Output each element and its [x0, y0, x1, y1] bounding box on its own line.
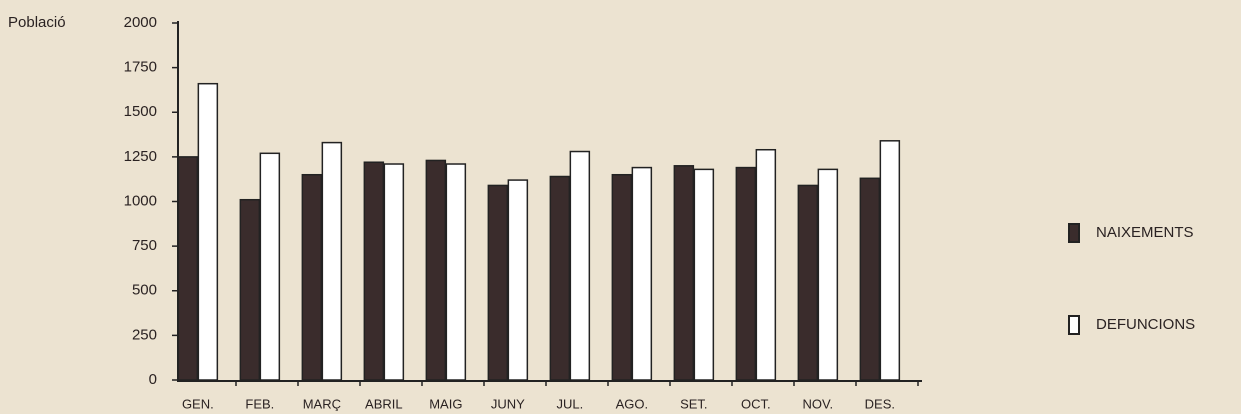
- x-tick-label: NOV.: [803, 396, 834, 411]
- x-tick-label: JUL.: [556, 396, 583, 411]
- x-tick-label: GEN.: [182, 396, 214, 411]
- x-tick-label: OCT.: [741, 396, 771, 411]
- bar: [507, 179, 529, 381]
- bar: [817, 168, 839, 381]
- bar: [569, 150, 591, 381]
- bar: [797, 184, 819, 381]
- y-tick-label: 1250: [124, 148, 157, 165]
- y-tick-label: 1750: [124, 59, 157, 76]
- legend-swatch: [1068, 223, 1080, 243]
- y-tick-label: 2000: [124, 14, 157, 31]
- bar: [177, 156, 199, 381]
- x-tick-label: SET.: [680, 396, 707, 411]
- bar: [383, 163, 405, 381]
- y-tick-label: 750: [132, 237, 157, 254]
- x-tick-label: MAIG: [429, 396, 462, 411]
- bar: [879, 140, 901, 381]
- x-tick-label: AGO.: [616, 396, 649, 411]
- y-tick-label: 1500: [124, 103, 157, 120]
- y-tick-label: 1000: [124, 192, 157, 209]
- bar: [611, 173, 633, 381]
- x-tick-label: ABRIL: [365, 396, 403, 411]
- bar: [301, 173, 323, 381]
- bar: [239, 198, 261, 381]
- bar: [259, 152, 281, 381]
- legend-swatch: [1068, 315, 1080, 335]
- y-axis-label: Població: [8, 14, 66, 31]
- bar: [487, 184, 509, 381]
- bar: [363, 161, 385, 381]
- bar: [197, 82, 219, 381]
- x-tick-label: MARÇ: [303, 396, 341, 411]
- bar: [321, 141, 343, 381]
- x-tick-label: DES.: [865, 396, 895, 411]
- y-tick-label: 0: [149, 371, 157, 388]
- bar: [673, 165, 695, 381]
- y-tick-label: 250: [132, 326, 157, 343]
- bar: [425, 159, 447, 381]
- bar: [755, 148, 777, 381]
- bar: [445, 163, 467, 381]
- bar: [549, 175, 571, 381]
- legend-label: NAIXEMENTS: [1096, 224, 1194, 241]
- bar: [693, 168, 715, 381]
- x-tick-label: JUNY: [491, 396, 525, 411]
- y-tick-label: 500: [132, 282, 157, 299]
- bar: [631, 166, 653, 381]
- legend-label: DEFUNCIONS: [1096, 316, 1195, 333]
- bar: [859, 177, 881, 381]
- x-tick-label: FEB.: [245, 396, 274, 411]
- bar: [735, 166, 757, 381]
